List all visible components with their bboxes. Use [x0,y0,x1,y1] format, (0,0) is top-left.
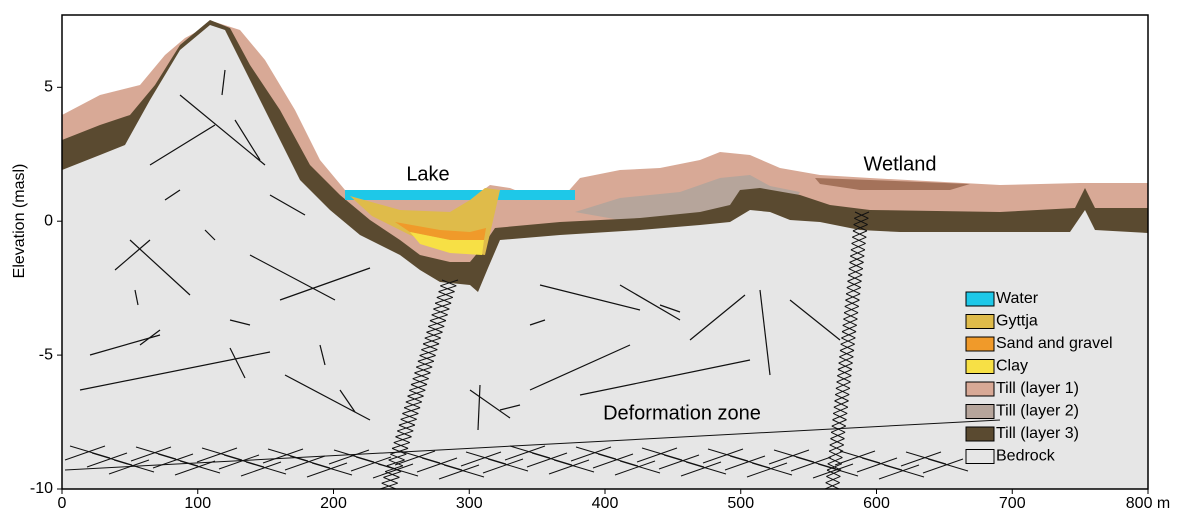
wetland-label: Wetland [863,153,936,175]
legend-swatch [966,292,994,306]
x-tick-label: 100 [184,495,211,512]
legend-label: Gyttja [996,313,1038,330]
x-tick-label: 700 [999,495,1026,512]
x-tick-label: 500 [727,495,754,512]
x-tick-label: 800 m [1126,495,1170,512]
legend-label: Water [996,290,1039,307]
x-tick-label: 200 [320,495,347,512]
page: {"axes": {"y_label": "Elevation (masl)",… [0,0,1185,517]
x-tick-label: 400 [592,495,619,512]
y-tick-label: -10 [30,480,53,497]
legend-label: Till (layer 1) [996,380,1079,397]
legend-swatch [966,450,994,464]
cross-section: 0 100 200 300 400 500 600 700 800 m -10 -5 0 5 Eleva… [0,0,1185,517]
legend-label: Till (layer 3) [996,425,1079,442]
legend-swatch [966,427,994,441]
legend-label: Clay [996,358,1028,375]
legend-swatch [966,360,994,374]
legend-label: Sand and gravel [996,335,1113,352]
deformation-zone-label: Deformation zone [603,402,761,424]
lake-label: Lake [406,163,449,185]
legend-swatch [966,337,994,351]
water [345,190,575,200]
x-tick-label: 600 [863,495,890,512]
legend-label: Till (layer 2) [996,403,1079,420]
y-tick-label: -5 [39,346,53,363]
x-tick-label: 0 [58,495,67,512]
legend-swatch [966,405,994,419]
y-tick-label: 5 [44,79,53,96]
legend-swatch [966,315,994,329]
legend-swatch [966,382,994,396]
legend-label: Bedrock [996,448,1056,465]
y-axis-title: Elevation (masl) [11,164,28,279]
y-tick-label: 0 [44,212,53,229]
x-tick-label: 300 [456,495,483,512]
